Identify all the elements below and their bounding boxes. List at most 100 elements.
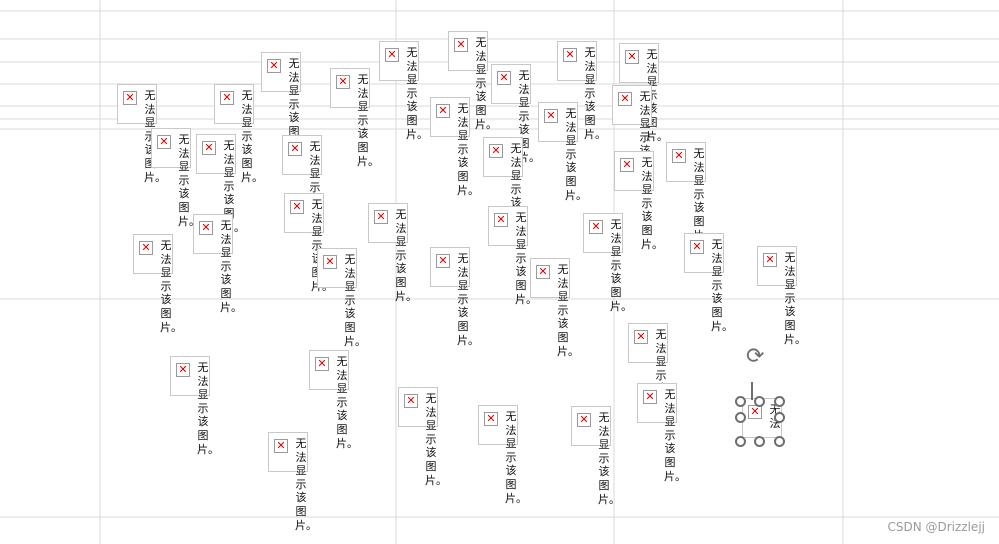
broken-image-placeholder[interactable]: ✕ 无法显示该图片。 — [583, 213, 632, 313]
broken-image-placeholder[interactable]: ✕无法显示该图片。 — [530, 258, 579, 358]
resize-handle-nw[interactable] — [735, 396, 746, 407]
resize-handle-w[interactable] — [735, 412, 746, 423]
broken-image-placeholder[interactable]: ✕无法显示该图片。 — [628, 323, 677, 423]
broken-image-placeholder[interactable]: ✕ 无法显示该图片。 — [379, 41, 428, 141]
placeholder-text: 无法显示该图片。 — [475, 36, 497, 131]
placeholder-text: 无法显示该图片。 — [425, 392, 447, 487]
broken-image-icon: ✕ — [315, 357, 329, 371]
broken-image-icon: ✕ — [374, 210, 388, 224]
placeholder-text: 无法显示该图片。 — [693, 147, 715, 242]
broken-image-placeholder[interactable]: ✕ 无法显示该图片。 — [170, 356, 219, 456]
broken-image-icon: ✕ — [454, 38, 468, 52]
resize-handle-n[interactable] — [754, 396, 765, 407]
placeholder-text: 无法显示该图片。 — [197, 361, 219, 456]
placeholder-text: 无法显示该图片。 — [505, 410, 527, 505]
broken-image-placeholder[interactable]: ✕ 无法显示该图片。 — [488, 206, 537, 306]
placeholder-text: 无法显示该图片。 — [357, 73, 379, 168]
broken-image-icon: ✕ — [618, 92, 632, 106]
broken-image-placeholder[interactable]: ✕ 无法显示该图片。 — [151, 128, 200, 228]
broken-image-icon: ✕ — [763, 253, 777, 267]
broken-image-icon: ✕ — [288, 142, 302, 156]
resize-handle-ne[interactable] — [774, 396, 785, 407]
broken-image-icon: ✕ — [643, 390, 657, 404]
broken-image-icon: ✕ — [220, 91, 234, 105]
broken-image-placeholder[interactable]: ✕ 无法显示该图片。 — [317, 248, 366, 348]
placeholder-text: 无法显示该图片。 — [178, 133, 200, 228]
broken-image-placeholder[interactable]: ✕无法显示该图片。 — [214, 84, 263, 184]
broken-image-placeholder[interactable]: ✕无法显示该图片。 — [284, 193, 333, 293]
placeholder-text: 无法显示该图片。 — [295, 437, 317, 532]
broken-image-placeholder[interactable]: ✕无法显示该图片。 — [619, 43, 668, 143]
broken-image-placeholder[interactable]: ✕无法显示该图片。 — [483, 137, 532, 237]
selected-picture[interactable]: ✕ 无法显示该图片。 ⟳ — [735, 346, 788, 447]
placeholder-text: 无法显示该图片。 — [711, 238, 733, 333]
broken-image-icon: ✕ — [563, 48, 577, 62]
broken-image-icon: ✕ — [385, 48, 399, 62]
broken-image-placeholder[interactable]: ✕ 无法显示该图片。 — [309, 350, 358, 450]
broken-image-icon: ✕ — [323, 255, 337, 269]
broken-image-icon: ✕ — [267, 59, 281, 73]
broken-image-placeholder[interactable]: ✕ 无法显示该图片。 — [757, 246, 806, 346]
broken-image-placeholder[interactable]: ✕无法显示该图片。 — [398, 387, 447, 487]
broken-image-placeholder[interactable]: ✕无法显示该图片。 — [612, 85, 661, 185]
resize-handle-s[interactable] — [754, 436, 765, 447]
placeholder-text: 无法显示该图片。 — [395, 208, 417, 303]
placeholder-text: 无法显示该图片。 — [336, 355, 358, 450]
broken-image-placeholder[interactable]: ✕无法显示该图片。 — [117, 84, 166, 184]
broken-image-icon: ✕ — [139, 241, 153, 255]
placeholder-text: 无法显示该图片。 — [610, 218, 632, 313]
broken-image-placeholder[interactable]: ✕无法显示该图片。 — [538, 102, 587, 202]
placeholder-text: 无法显示该图片。 — [457, 102, 479, 197]
broken-image-placeholder[interactable]: ✕ 无法显示该图片。 — [614, 151, 663, 251]
broken-image-placeholder[interactable]: ✕ 无法显示该图片。 — [330, 68, 379, 168]
broken-image-placeholder[interactable]: ✕ 无法显示该图片。 — [491, 64, 540, 164]
broken-image-placeholder[interactable]: ✕无法显示该图片。 — [193, 214, 242, 314]
placeholder-text: 无法显示该图片。 — [344, 253, 366, 348]
broken-image-placeholder[interactable]: ✕无法显示该图片。 — [261, 52, 310, 152]
placeholder-text: 无法显示该图片。 — [160, 239, 182, 334]
placeholder-text: 无法显示该图片。 — [598, 411, 620, 506]
broken-image-icon: ✕ — [199, 221, 213, 235]
broken-image-placeholder[interactable]: ✕无法显示该图片。 — [196, 134, 245, 234]
broken-image-icon: ✕ — [336, 75, 350, 89]
broken-image-icon: ✕ — [620, 158, 634, 172]
broken-image-icon: ✕ — [625, 50, 639, 64]
broken-image-icon: ✕ — [436, 254, 450, 268]
broken-image-placeholder[interactable]: ✕无法显示该图片。 — [478, 405, 527, 505]
broken-image-icon: ✕ — [589, 220, 603, 234]
placeholder-text: 无法显示该图片。 — [784, 251, 806, 346]
placeholder-text: 无法显示该图片。 — [769, 403, 781, 429]
broken-image-icon: ✕ — [176, 363, 190, 377]
broken-image-placeholder[interactable]: ✕ 无法显示该图片。 — [430, 247, 479, 347]
broken-image-placeholder[interactable]: ✕无法显示该图片。 — [637, 383, 686, 483]
placeholder-text: 无法显示该图片。 — [641, 156, 663, 251]
placeholder-text: 无法显示该图片。 — [457, 252, 479, 347]
broken-image-icon: ✕ — [544, 109, 558, 123]
broken-image-placeholder[interactable]: ✕无法显示该图片。 — [268, 432, 317, 532]
resize-handle-e[interactable] — [774, 412, 785, 423]
broken-image-placeholder[interactable]: ✕无法显示该图片。 — [666, 142, 715, 242]
broken-image-placeholder[interactable]: ✕无法显示该图片。 — [282, 135, 331, 235]
placeholder-text: 无法显示该图片。 — [518, 69, 540, 164]
broken-image-placeholder[interactable]: ✕ 无法显示该图片。 — [448, 31, 497, 131]
broken-image-placeholder[interactable]: ✕ 无法显示该图片。 — [571, 406, 620, 506]
placeholder-text: 无法显示该图片。 — [515, 211, 537, 306]
broken-image-icon: ✕ — [577, 413, 591, 427]
broken-image-placeholder[interactable]: ✕ 无法显示该图片。 — [368, 203, 417, 303]
broken-image-placeholder[interactable]: ✕ 无法显示该图片。 — [557, 41, 606, 141]
broken-image-icon: ✕ — [123, 91, 137, 105]
resize-handle-se[interactable] — [774, 436, 785, 447]
broken-image-placeholder[interactable]: ✕ 无法显示该图片。 — [133, 234, 182, 334]
broken-image-icon: ✕ — [157, 135, 171, 149]
placeholder-text: 无法显示该图片。 — [584, 46, 606, 141]
resize-handle-sw[interactable] — [735, 436, 746, 447]
rotate-handle-icon[interactable]: ⟳ — [746, 344, 765, 369]
broken-image-icon: ✕ — [489, 144, 503, 158]
placeholder-text: 无法显示该图片。 — [406, 46, 428, 141]
broken-image-placeholder[interactable]: ✕ 无法显示该图片。 — [430, 97, 479, 197]
broken-image-icon: ✕ — [494, 213, 508, 227]
broken-image-icon: ✕ — [436, 104, 450, 118]
placeholder-text: 无法显示该图片。 — [557, 263, 579, 358]
broken-image-icon: ✕ — [497, 71, 511, 85]
broken-image-placeholder[interactable]: ✕无法显示该图片。 — [684, 233, 733, 333]
